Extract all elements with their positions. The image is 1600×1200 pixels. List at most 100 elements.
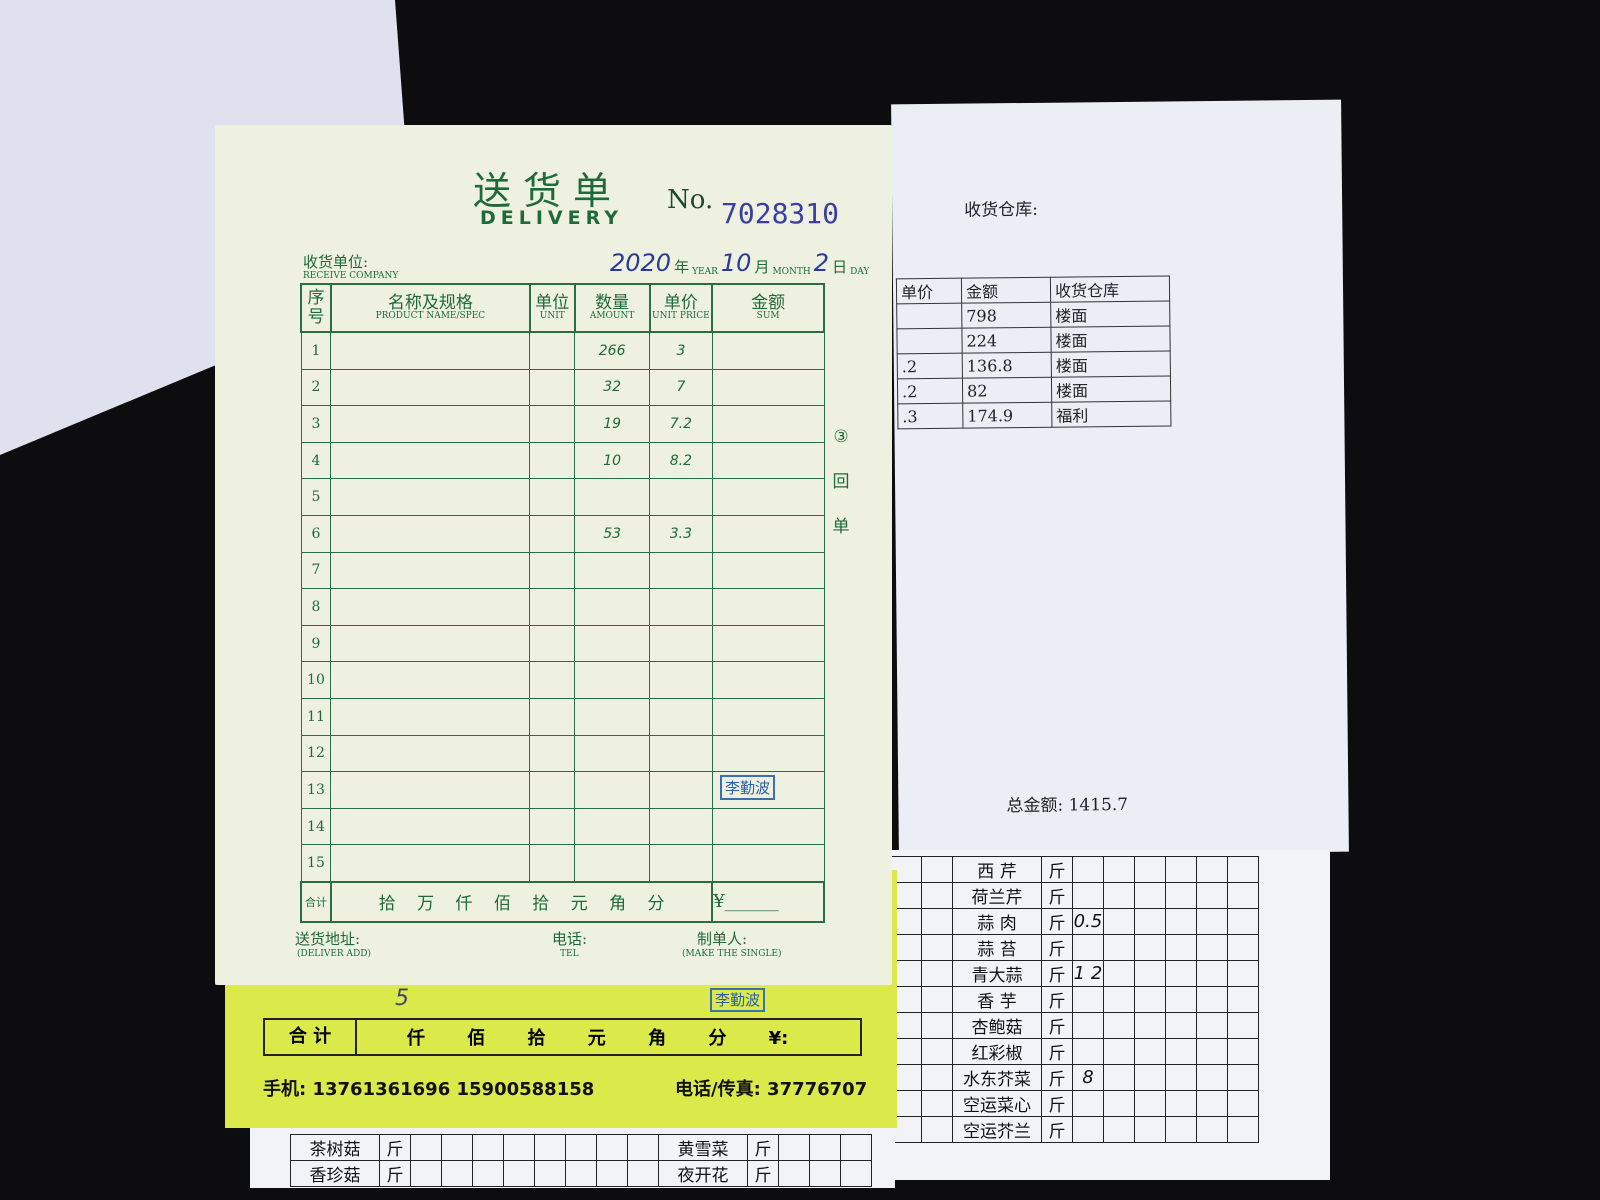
quantity bbox=[574, 807, 651, 846]
item-name: 红彩椒 bbox=[952, 1038, 1042, 1065]
grid-cell bbox=[1134, 1116, 1166, 1143]
item-qty bbox=[1072, 986, 1104, 1013]
grid-cell bbox=[1196, 934, 1228, 961]
row-number: 6 bbox=[300, 514, 332, 553]
quantity bbox=[574, 734, 651, 773]
grid-cell bbox=[1227, 1090, 1259, 1117]
row-number: 7 bbox=[300, 551, 332, 590]
grid-cell bbox=[441, 1134, 473, 1161]
grid-cell bbox=[1165, 934, 1197, 961]
row-number: 12 bbox=[300, 734, 332, 773]
grid-cell bbox=[1134, 1038, 1166, 1065]
grid-cell bbox=[1165, 908, 1197, 935]
sum bbox=[711, 441, 825, 480]
item-qty: 0.5 bbox=[1072, 908, 1104, 935]
grid-cell bbox=[1103, 934, 1135, 961]
row-number: 1 bbox=[300, 331, 332, 370]
grid-cell bbox=[921, 934, 953, 961]
row-number: 8 bbox=[300, 588, 332, 626]
warehouse-label: 收货仓库: bbox=[964, 199, 1039, 221]
sum bbox=[711, 551, 825, 590]
month-label: 月 bbox=[754, 258, 770, 276]
copy-char-1: 回 bbox=[832, 472, 850, 492]
grid-cell bbox=[1196, 882, 1228, 909]
grid-row: 茶树菇斤黄雪菜斤 bbox=[290, 1134, 872, 1161]
sum bbox=[711, 588, 825, 626]
warehouse: 福利 bbox=[1051, 400, 1171, 428]
mobile-numbers: 手机: 13761361696 15900588158 bbox=[263, 1079, 595, 1100]
item-unit: 斤 bbox=[1041, 1012, 1073, 1039]
table-row: 9 bbox=[300, 624, 825, 663]
grid-cell bbox=[921, 882, 953, 909]
column-header: 数量 AMOUNT bbox=[573, 283, 651, 333]
grid-cell bbox=[840, 1134, 872, 1161]
date-day: 2 bbox=[813, 249, 830, 277]
item-unit: 斤 bbox=[1041, 934, 1073, 961]
unit-price: 7.2 bbox=[649, 405, 713, 443]
quantity bbox=[574, 661, 651, 699]
bottom-grid: 茶树菇斤黄雪菜斤香珍菇斤夜开花斤 bbox=[290, 1134, 872, 1187]
grid-row: 蒜 苔斤 bbox=[890, 934, 1259, 961]
grid-cell bbox=[1227, 934, 1259, 961]
date-month: 10 bbox=[720, 249, 752, 277]
grid-cell bbox=[921, 1012, 953, 1039]
grid-row: 空运芥兰斤 bbox=[890, 1116, 1259, 1143]
item-unit: 斤 bbox=[1041, 882, 1073, 909]
sum bbox=[711, 844, 825, 883]
date-year: 2020 bbox=[610, 249, 672, 277]
receive-company-label: 收货单位: bbox=[303, 253, 369, 271]
item-unit: 斤 bbox=[1041, 960, 1073, 987]
unit bbox=[529, 734, 576, 773]
column-header-en: AMOUNT bbox=[589, 311, 635, 322]
item-unit: 斤 bbox=[379, 1160, 411, 1187]
row-number: 4 bbox=[300, 441, 332, 480]
item-unit: 斤 bbox=[1041, 986, 1073, 1013]
column-header-cn: 序号 bbox=[307, 288, 325, 327]
yellow-total-row: 合 计 仟 佰 拾 元 角 分 ¥: bbox=[263, 1018, 862, 1056]
sum bbox=[711, 368, 825, 407]
grid-cell bbox=[1165, 1012, 1197, 1039]
unit bbox=[529, 478, 576, 516]
sum bbox=[711, 807, 825, 846]
unit bbox=[529, 661, 576, 699]
column-header-cn: 单位 bbox=[535, 292, 570, 313]
item-name: 西 芹 bbox=[952, 856, 1042, 883]
product-name bbox=[330, 551, 531, 590]
unit-price bbox=[649, 478, 713, 516]
item-name: 香 芋 bbox=[952, 986, 1042, 1013]
product-name bbox=[330, 734, 531, 773]
item-qty bbox=[1072, 1090, 1104, 1117]
unit-price bbox=[649, 624, 713, 663]
quantity: 266 bbox=[574, 331, 651, 370]
item-name: 蒜 肉 bbox=[952, 908, 1042, 935]
table-row: 2 32 7 bbox=[300, 368, 825, 407]
column-header-en: UNIT PRICE bbox=[652, 311, 710, 322]
slip-number: 7028310 bbox=[721, 197, 840, 230]
total-currency: ¥______ bbox=[711, 880, 825, 923]
grid-cell bbox=[1196, 856, 1228, 883]
unit-price bbox=[649, 551, 713, 590]
table-row: 10 bbox=[300, 661, 825, 699]
item-name: 杏鲍菇 bbox=[952, 1012, 1042, 1039]
grid-cell bbox=[1134, 960, 1166, 987]
product-name bbox=[330, 771, 531, 809]
grid-cell bbox=[1103, 882, 1135, 909]
quantity: 53 bbox=[574, 514, 651, 553]
item-unit: 斤 bbox=[1041, 1090, 1073, 1117]
grid-row: 青大蒜斤 1 2 bbox=[890, 960, 1259, 987]
grid-cell bbox=[596, 1134, 628, 1161]
yellow-total-label: 合 计 bbox=[265, 1020, 357, 1054]
bottom-grid-sheet: 茶树菇斤黄雪菜斤香珍菇斤夜开花斤 bbox=[250, 1128, 895, 1188]
unit bbox=[529, 514, 576, 553]
product-name bbox=[330, 807, 531, 846]
grid-row: 荷兰芹斤 bbox=[890, 882, 1259, 909]
quantity bbox=[574, 844, 651, 883]
delivery-items-table: 序号 名称及规格 PRODUCT NAME/SPEC 单位 UNIT 数量 AMOUNT 单价… bbox=[300, 283, 825, 923]
grid-cell bbox=[921, 908, 953, 935]
item-unit: 斤 bbox=[1041, 1116, 1073, 1143]
item-unit: 斤 bbox=[1041, 856, 1073, 883]
slip-no-label: No. bbox=[667, 185, 714, 215]
year-label-en: YEAR bbox=[692, 267, 718, 277]
grid-row: 西 芹斤 bbox=[890, 856, 1259, 883]
column-header: 金额 SUM bbox=[711, 283, 825, 333]
